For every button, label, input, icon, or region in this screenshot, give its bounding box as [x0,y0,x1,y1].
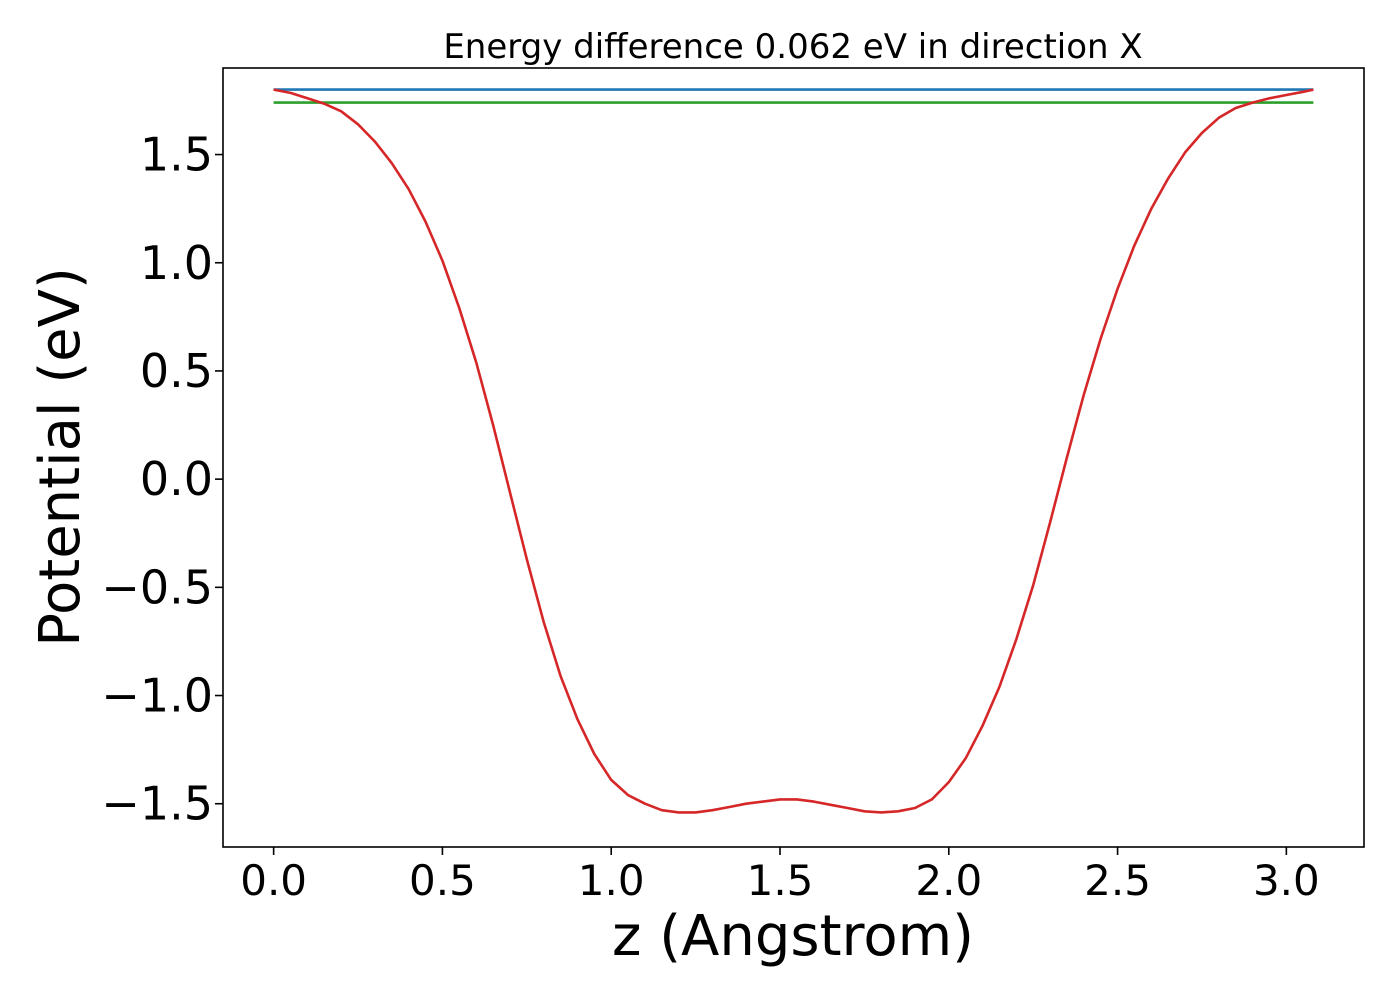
y-tick-label: −1.5 [101,777,213,831]
x-tick-label: 1.0 [578,856,645,905]
y-tick-label: 1.0 [140,236,213,290]
x-tick-label: 0.0 [240,856,307,905]
series-line-2 [273,88,1314,814]
x-axis: 0.0 0.5 1.0 1.5 2.0 2.5 3.0 [240,847,1320,905]
y-tick-label: −0.5 [101,560,213,614]
x-tick-label: 2.0 [915,856,982,905]
y-tick-label: 0.5 [140,344,213,398]
x-tick-label: 2.5 [1084,856,1151,905]
y-tick-label: −1.0 [101,669,213,723]
y-tick-label: 0.0 [140,452,213,506]
y-tick-label: 1.5 [140,128,213,182]
y-axis-label: Potential (eV) [28,267,93,647]
chart-title: Energy difference 0.062 eV in direction … [443,27,1142,67]
y-axis: −1.5 −1.0 −0.5 0.0 0.5 1.0 1.5 [101,128,223,831]
x-tick-label: 3.0 [1253,856,1320,905]
plot-frame [222,67,1365,848]
series-layer [273,88,1314,814]
x-tick-label: 1.5 [747,856,814,905]
x-axis-label: z (Angstrom) [612,904,974,969]
x-tick-label: 0.5 [409,856,476,905]
